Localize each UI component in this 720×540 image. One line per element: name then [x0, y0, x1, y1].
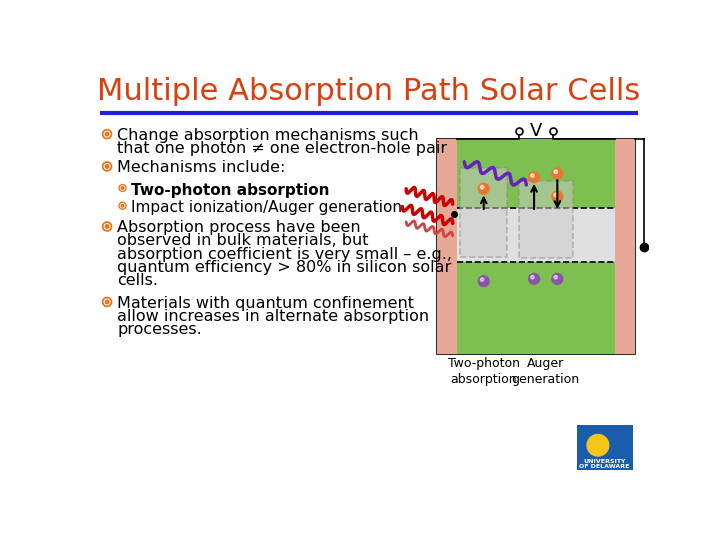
Circle shape [102, 162, 112, 171]
Circle shape [104, 224, 110, 230]
Text: UNIVERSITY: UNIVERSITY [583, 460, 626, 464]
Text: Two-photon absorption: Two-photon absorption [131, 183, 330, 198]
Circle shape [102, 130, 112, 139]
Bar [456, 139, 616, 208]
Bar [437, 139, 456, 354]
Bar [616, 139, 635, 354]
Circle shape [528, 172, 539, 183]
Circle shape [104, 131, 110, 137]
Bar [437, 139, 635, 354]
FancyBboxPatch shape [518, 181, 573, 258]
Text: OF DELAWARE: OF DELAWARE [580, 464, 630, 469]
Circle shape [105, 300, 109, 303]
Circle shape [552, 168, 563, 179]
Circle shape [480, 278, 484, 281]
Circle shape [120, 186, 125, 190]
Circle shape [531, 174, 534, 177]
Circle shape [105, 165, 109, 168]
Text: Mechanisms include:: Mechanisms include: [117, 160, 286, 176]
Bar [456, 262, 616, 354]
Text: V: V [529, 122, 542, 140]
Text: Auger
generation: Auger generation [512, 357, 580, 387]
Bar [456, 208, 616, 262]
Circle shape [554, 275, 557, 279]
Circle shape [104, 299, 110, 305]
Circle shape [478, 184, 489, 194]
Circle shape [528, 273, 539, 284]
Text: observed in bulk materials, but: observed in bulk materials, but [117, 233, 369, 248]
Circle shape [531, 275, 534, 279]
Circle shape [102, 298, 112, 307]
Text: Change absorption mechanisms such: Change absorption mechanisms such [117, 128, 419, 143]
Text: processes.: processes. [117, 322, 202, 337]
Circle shape [119, 202, 126, 209]
Circle shape [554, 170, 557, 173]
Text: allow increases in alternate absorption: allow increases in alternate absorption [117, 309, 429, 324]
Circle shape [554, 193, 557, 197]
Circle shape [478, 276, 489, 287]
Circle shape [120, 204, 125, 208]
Circle shape [480, 185, 484, 189]
Text: Multiple Absorption Path Solar Cells: Multiple Absorption Path Solar Cells [97, 77, 641, 106]
Circle shape [105, 225, 109, 228]
FancyBboxPatch shape [461, 168, 507, 256]
Circle shape [121, 205, 124, 207]
Text: cells.: cells. [117, 273, 158, 288]
Circle shape [587, 435, 608, 456]
Text: that one photon ≠ one electron-hole pair: that one photon ≠ one electron-hole pair [117, 141, 447, 156]
Circle shape [102, 222, 112, 231]
Text: absorption coefficient is very small – e.g.,: absorption coefficient is very small – e… [117, 247, 452, 261]
Circle shape [119, 185, 126, 192]
Bar [577, 425, 632, 470]
Text: quantum efficiency > 80% in silicon solar: quantum efficiency > 80% in silicon sola… [117, 260, 451, 275]
Text: Materials with quantum confinement: Materials with quantum confinement [117, 296, 414, 311]
Circle shape [552, 191, 563, 202]
Circle shape [121, 187, 124, 190]
Circle shape [105, 132, 109, 136]
Text: Impact ionization/Auger generation: Impact ionization/Auger generation [131, 200, 402, 215]
Text: Two-photon
absorption: Two-photon absorption [448, 357, 520, 387]
Text: Absorption process have been: Absorption process have been [117, 220, 361, 235]
Circle shape [552, 273, 563, 284]
Circle shape [104, 164, 110, 169]
